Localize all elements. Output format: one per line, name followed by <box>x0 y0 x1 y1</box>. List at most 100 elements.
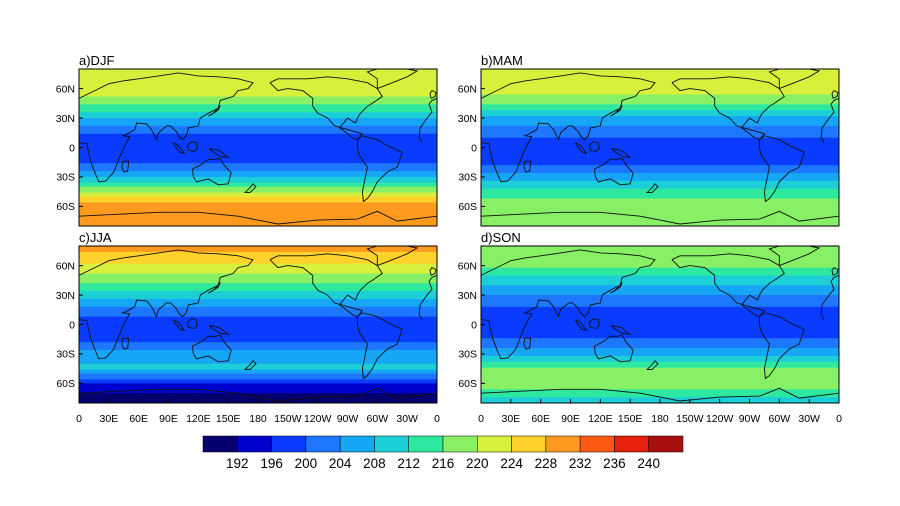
colorbar-segment <box>511 435 547 453</box>
field-band <box>481 251 839 255</box>
field-band <box>481 190 839 194</box>
field-band <box>79 151 437 154</box>
coastline <box>173 142 186 155</box>
field-band <box>481 308 839 312</box>
field-band <box>481 76 839 80</box>
lon-tick-label: 90W <box>739 413 761 425</box>
field-band <box>79 116 437 119</box>
field-band <box>481 212 839 215</box>
lat-axis-son: 60N 30N 0 30S 60S <box>458 260 485 390</box>
coastline <box>481 387 839 402</box>
field-band <box>79 167 437 170</box>
field-band <box>481 395 839 398</box>
field-band <box>481 127 839 131</box>
field-band <box>79 275 437 278</box>
field-band <box>481 72 839 76</box>
field-band <box>79 381 437 384</box>
field-band <box>79 74 437 78</box>
field-band <box>481 367 839 371</box>
field-band <box>481 188 839 192</box>
field-band <box>481 393 839 396</box>
field-band <box>79 375 437 379</box>
coastline <box>831 267 839 276</box>
field-band <box>481 365 839 369</box>
field-band <box>481 287 839 290</box>
field-band <box>79 332 437 335</box>
field-band <box>481 297 839 300</box>
field-band <box>79 326 437 330</box>
field-band <box>481 295 839 298</box>
lat-tick-label: 30N <box>458 290 477 302</box>
lat-tick-label: 30S <box>56 349 75 361</box>
field-band <box>79 188 437 192</box>
field-band <box>481 314 839 318</box>
field-band <box>481 355 839 359</box>
lon-tick-label: 120E <box>588 413 613 425</box>
field-band <box>79 387 437 390</box>
field-band <box>481 192 839 196</box>
field-band <box>481 338 839 341</box>
field-band <box>79 377 437 381</box>
lat-tick-label: 0 <box>471 319 477 331</box>
field-band <box>79 277 437 280</box>
field-band <box>79 118 437 121</box>
field-band <box>481 383 839 386</box>
panel-title-mam: b)MAM <box>481 53 523 68</box>
field-band <box>79 143 437 147</box>
field-band <box>79 310 437 314</box>
field-band <box>79 147 437 151</box>
colorbar-label: 216 <box>432 456 455 471</box>
field-band <box>481 304 839 308</box>
colorbar-segment <box>202 435 238 453</box>
field-band <box>481 224 839 226</box>
lat-tick-label: 30S <box>458 172 477 184</box>
field-band <box>481 273 839 277</box>
field-band <box>79 102 437 105</box>
field-band <box>481 161 839 164</box>
field-band <box>481 351 839 355</box>
field-band <box>79 353 437 357</box>
field-band <box>481 157 839 160</box>
field-band <box>481 165 839 168</box>
lon-tick-label: 180 <box>651 413 669 425</box>
coastline <box>121 160 130 173</box>
coastline <box>481 210 839 225</box>
coastline <box>758 135 805 203</box>
field-band <box>481 267 839 271</box>
field-band <box>481 210 839 213</box>
colorbar-label: 196 <box>260 456 283 471</box>
field-band <box>481 249 839 253</box>
coastline <box>820 97 839 143</box>
lon-tick-label: 60E <box>129 413 148 425</box>
field-band <box>79 104 437 107</box>
field-band <box>79 112 437 115</box>
coastline <box>575 142 588 155</box>
lat-axis-jja: 60N 30N 0 30S 60S <box>56 260 83 390</box>
field-son <box>481 246 839 403</box>
panel-title-djf: a)DJF <box>79 53 114 68</box>
lon-tick-label: 30W <box>396 413 418 425</box>
field-band <box>79 338 437 341</box>
field-band <box>79 391 437 394</box>
field-band <box>481 302 839 306</box>
field-band <box>79 206 437 209</box>
field-band <box>481 344 839 347</box>
field-band <box>79 153 437 156</box>
field-band <box>481 340 839 343</box>
field-band <box>481 108 839 111</box>
field-band <box>79 359 437 363</box>
field-band <box>79 70 437 74</box>
field-band <box>79 285 437 288</box>
field-band <box>481 106 839 109</box>
field-band <box>481 70 839 74</box>
coastline <box>429 90 437 99</box>
field-band <box>481 371 839 375</box>
lon-tick-label: 0 <box>434 413 440 425</box>
field-band <box>79 180 437 184</box>
field-band <box>481 110 839 113</box>
panel-son: d)SON 60N 30N 0 30S 60S 0 30E 60E 90E 120E 150E 18… <box>458 230 842 425</box>
field-band <box>79 69 437 72</box>
field-band <box>481 259 839 263</box>
coastline <box>186 318 198 329</box>
field-band <box>79 383 437 386</box>
